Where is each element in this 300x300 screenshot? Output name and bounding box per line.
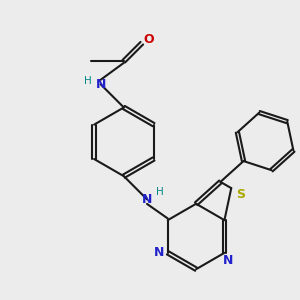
Text: N: N	[223, 254, 233, 266]
Text: N: N	[142, 193, 152, 206]
Text: N: N	[95, 78, 106, 91]
Text: S: S	[236, 188, 245, 200]
Text: N: N	[153, 246, 164, 259]
Text: H: H	[84, 76, 92, 86]
Text: H: H	[156, 187, 164, 197]
Text: O: O	[144, 33, 154, 46]
